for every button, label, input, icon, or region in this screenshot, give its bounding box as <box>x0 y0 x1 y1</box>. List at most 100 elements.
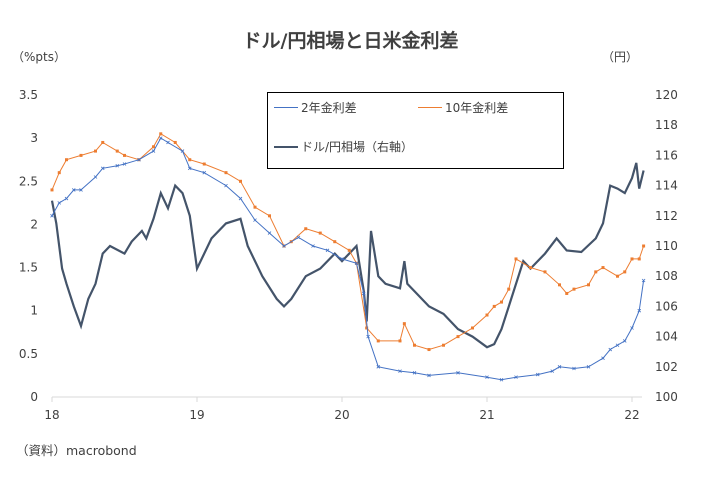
legend-label-2y: 2年金利差 <box>301 101 357 115</box>
point-2y <box>376 365 381 369</box>
legend-item-usdjpy: ドル/円相場（右軸） <box>274 138 413 155</box>
point-10y <box>500 300 503 304</box>
point-10y <box>587 283 590 287</box>
point-2y <box>122 162 127 166</box>
point-10y <box>224 171 228 175</box>
point-2y <box>608 347 613 352</box>
point-10y <box>471 326 474 330</box>
point-2y <box>187 166 192 171</box>
point-10y <box>616 274 619 278</box>
left-tick-label: 2.5 <box>19 174 38 188</box>
right-tick-label: 116 <box>655 148 678 162</box>
point-10y <box>57 171 61 175</box>
point-2y <box>158 136 163 140</box>
point-2y <box>535 372 540 377</box>
point-2y <box>180 149 185 153</box>
point-10y <box>347 248 351 252</box>
point-10y <box>543 270 547 274</box>
x-tick-label: 18 <box>44 408 59 422</box>
right-tick-label: 100 <box>655 390 678 404</box>
left-tick-label: 0 <box>30 390 38 404</box>
point-10y <box>333 240 337 244</box>
point-10y <box>304 227 308 231</box>
point-10y <box>94 149 97 153</box>
point-10y <box>485 313 489 317</box>
left-tick-label: 3.5 <box>19 88 38 102</box>
point-10y <box>427 348 431 352</box>
point-2y <box>93 175 98 179</box>
series-2y-line <box>51 137 645 381</box>
right-axis-unit: （円） <box>602 50 639 64</box>
point-2y <box>64 196 69 201</box>
point-2y <box>224 183 228 188</box>
point-2y <box>615 343 620 348</box>
right-tick-label: 110 <box>655 239 678 253</box>
legend-item-2y: 2年金利差 <box>274 99 357 116</box>
legend-label-10y: 10年金利差 <box>445 101 509 115</box>
point-2y <box>499 377 504 382</box>
left-tick-label: 3 <box>30 131 38 145</box>
point-10y <box>514 257 518 261</box>
point-2y <box>166 140 170 145</box>
point-10y <box>268 214 271 218</box>
point-2y <box>238 196 243 201</box>
x-tick-label: 22 <box>624 408 639 422</box>
point-2y <box>267 231 272 235</box>
point-10y <box>601 266 605 270</box>
point-2y <box>311 244 315 248</box>
point-10y <box>456 335 460 339</box>
right-tick-label: 106 <box>655 299 678 313</box>
point-2y <box>514 375 518 379</box>
point-2y <box>253 218 257 222</box>
point-2y <box>57 201 62 205</box>
point-10y <box>492 304 496 308</box>
point-2y <box>71 188 76 192</box>
right-tick-label: 120 <box>655 88 678 102</box>
point-2y <box>137 157 141 162</box>
point-10y <box>642 244 646 248</box>
point-10y <box>637 257 641 261</box>
point-10y <box>365 326 369 330</box>
right-tick-label: 104 <box>655 330 678 344</box>
point-10y <box>318 231 322 235</box>
point-10y <box>50 188 54 192</box>
right-tick-label: 108 <box>655 269 678 283</box>
legend-swatch-usdjpy <box>274 145 298 148</box>
point-2y <box>622 339 627 343</box>
point-10y <box>188 158 192 162</box>
point-2y <box>572 366 576 371</box>
point-2y <box>586 365 591 369</box>
point-10y <box>558 283 561 287</box>
legend-swatch-10y <box>418 107 442 108</box>
point-2y <box>550 369 555 373</box>
right-tick-label: 112 <box>655 209 678 223</box>
point-2y <box>282 244 286 248</box>
point-10y <box>253 205 257 209</box>
x-tick-label: 19 <box>189 408 204 422</box>
point-10y <box>115 149 119 153</box>
legend-swatch-2y <box>274 107 298 108</box>
point-10y <box>123 153 126 157</box>
right-tick-label: 118 <box>655 118 678 132</box>
point-10y <box>79 153 83 157</box>
point-10y <box>65 158 68 162</box>
point-2y <box>557 365 562 369</box>
point-10y <box>376 339 380 343</box>
point-2y <box>361 291 366 296</box>
series-usdjpy-line <box>50 162 645 349</box>
chart-legend: 2年金利差 10年金利差 ドル/円相場（右軸） <box>267 92 564 169</box>
point-10y <box>594 270 598 274</box>
point-2y <box>601 356 605 360</box>
point-2y <box>340 257 344 261</box>
point-2y <box>456 371 460 375</box>
point-2y <box>366 334 370 339</box>
point-2y <box>641 278 646 283</box>
left-tick-label: 2 <box>30 217 38 231</box>
chart-title: ドル/円相場と日米金利差 <box>242 30 459 52</box>
point-10y <box>442 343 445 347</box>
legend-item-10y: 10年金利差 <box>418 99 508 116</box>
point-10y <box>572 287 576 291</box>
point-2y <box>115 163 120 168</box>
point-2y <box>398 369 402 373</box>
point-10y <box>398 339 402 343</box>
